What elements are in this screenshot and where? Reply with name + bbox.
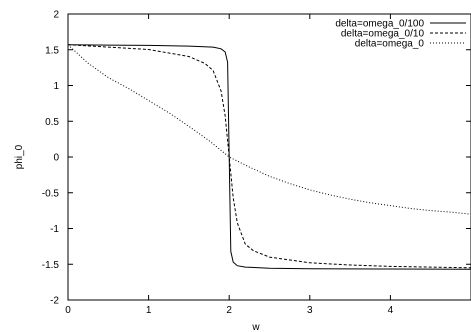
legend-label-3: delta=omega_0 <box>355 39 425 50</box>
y-axis-label: phi_0 <box>14 144 25 169</box>
x-tick-label: 2 <box>226 305 232 316</box>
y-tick-label: 2 <box>53 10 59 21</box>
legend-label-2: delta=omega_0/10 <box>341 29 425 40</box>
legend-label-1: delta=omega_0/100 <box>335 19 424 30</box>
y-tick-label: 1 <box>53 81 59 92</box>
legend: delta=omega_0/100delta=omega_0/10delta=o… <box>335 19 466 50</box>
y-tick-label: -0.5 <box>42 188 60 199</box>
y-tick-label: 0 <box>53 153 59 164</box>
x-tick-label: 4 <box>388 305 394 316</box>
y-tick-label: 0.5 <box>45 117 59 128</box>
x-tick-label: 3 <box>307 305 313 316</box>
y-tick-label: -2 <box>50 296 59 307</box>
series-line-3 <box>67 44 471 215</box>
y-tick-label: -1.5 <box>42 260 60 271</box>
series-line-2 <box>67 44 471 269</box>
series-lines <box>67 44 471 270</box>
x-tick-label: 1 <box>146 305 152 316</box>
y-tick-label: -1 <box>50 224 59 235</box>
x-tick-label: 0 <box>65 305 71 316</box>
axis-ticks: 0 1 2 3 4 -2 -1.5 -1 -0.5 0 0.5 1 1.5 2 <box>42 10 471 316</box>
x-axis-label: w <box>251 322 260 332</box>
series-line-1 <box>67 44 471 270</box>
y-tick-label: 1.5 <box>45 45 59 56</box>
